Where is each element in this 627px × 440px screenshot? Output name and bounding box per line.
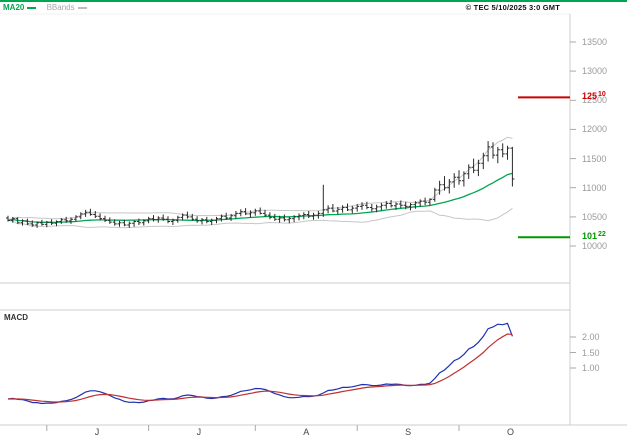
price-axis-label: 10500: [582, 211, 608, 222]
price-axis-label: 11000: [582, 182, 607, 193]
support-price-main: 101: [582, 231, 598, 242]
price-axis-label: 12000: [582, 124, 608, 135]
support-price-frac: 22: [598, 231, 606, 239]
resistance-price-frac: 10: [598, 91, 606, 99]
price-axis-label: 13000: [582, 66, 608, 77]
bbands-line-swatch-icon: [77, 6, 87, 9]
macd-panel-label: MACD: [4, 313, 28, 322]
x-axis-month-label: O: [506, 427, 514, 437]
ma20-legend-label: MA20: [3, 3, 25, 12]
bbands-legend-label: BBands: [46, 3, 75, 12]
window-top-border: [0, 0, 627, 2]
x-axis-month-label: S: [405, 427, 412, 437]
support-price-label: 10122: [582, 231, 606, 241]
resistance-price-label: 12510: [582, 91, 606, 101]
resistance-price-main: 125: [582, 91, 598, 102]
macd-axis-label: 1.00: [582, 363, 600, 373]
ma20-legend: MA20: [3, 3, 39, 12]
ma20-line-swatch-icon: [27, 6, 37, 9]
x-axis-month-label: J: [94, 427, 100, 437]
x-axis-month-label: J: [196, 427, 202, 437]
bbands-legend: BBands: [47, 3, 87, 12]
price-axis-label: 12500: [582, 95, 608, 106]
price-axis-label: 10000: [582, 241, 608, 251]
macd-axis-label: 2.00: [582, 332, 600, 342]
price-axis-label: 13500: [582, 37, 608, 47]
x-axis-month-label: A: [303, 427, 310, 437]
chart-header: MA20 BBands © TEC 5/10/2025 3:0 GMT: [3, 2, 624, 14]
price-axis-label: 11500: [582, 153, 607, 164]
copyright-text: © TEC 5/10/2025 3:0 GMT: [465, 3, 560, 12]
macd-axis-label: 1.50: [582, 347, 600, 358]
